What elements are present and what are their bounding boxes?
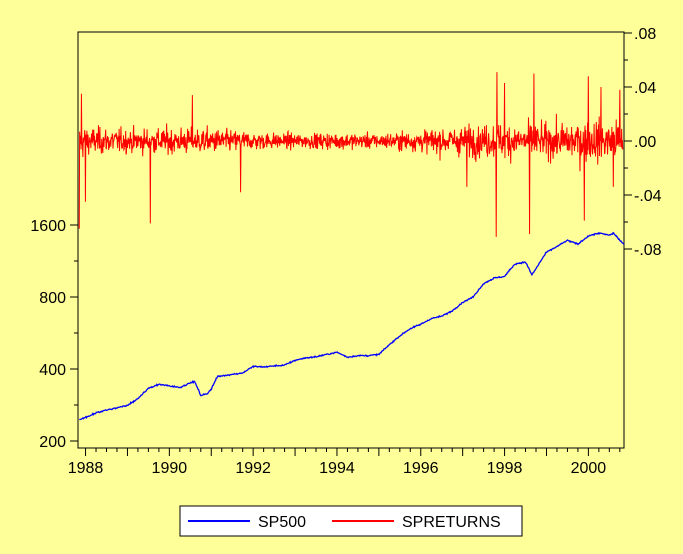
left-tick-label: 400: [39, 362, 66, 379]
legend: SP500 SPRETURNS: [179, 505, 523, 537]
x-tick-label: 2000: [571, 460, 607, 477]
spreturns-series: [78, 72, 624, 237]
right-axis: .08 .04 .00 -.04 -.08: [624, 26, 662, 259]
right-tick-label: .00: [634, 134, 656, 151]
sp500-line: [79, 231, 625, 421]
right-tick-label: -.08: [634, 242, 662, 259]
left-tick-label: 1600: [30, 218, 66, 235]
x-tick-label: 1992: [235, 460, 271, 477]
legend-label-spreturns: SPRETURNS: [402, 514, 501, 531]
right-tick-label: -.04: [634, 188, 662, 205]
legend-label-sp500: SP500: [258, 514, 306, 531]
x-tick-label: 1988: [68, 460, 104, 477]
spreturns-line: [78, 72, 624, 237]
left-axis: 200 400 800 1600: [30, 218, 78, 451]
left-tick-label: 800: [39, 290, 66, 307]
x-tick-label: 1998: [487, 460, 523, 477]
x-axis: 1988 1990 1992 1994 1996 1998 2000: [68, 448, 621, 477]
x-tick-label: 1994: [319, 460, 355, 477]
right-tick-label: .04: [634, 80, 656, 97]
x-tick-label: 1990: [152, 460, 188, 477]
plot-area: [77, 31, 625, 449]
left-tick-label: 200: [39, 434, 66, 451]
right-tick-label: .08: [634, 26, 656, 43]
sp500-series: [79, 231, 625, 421]
x-tick-label: 1996: [403, 460, 439, 477]
